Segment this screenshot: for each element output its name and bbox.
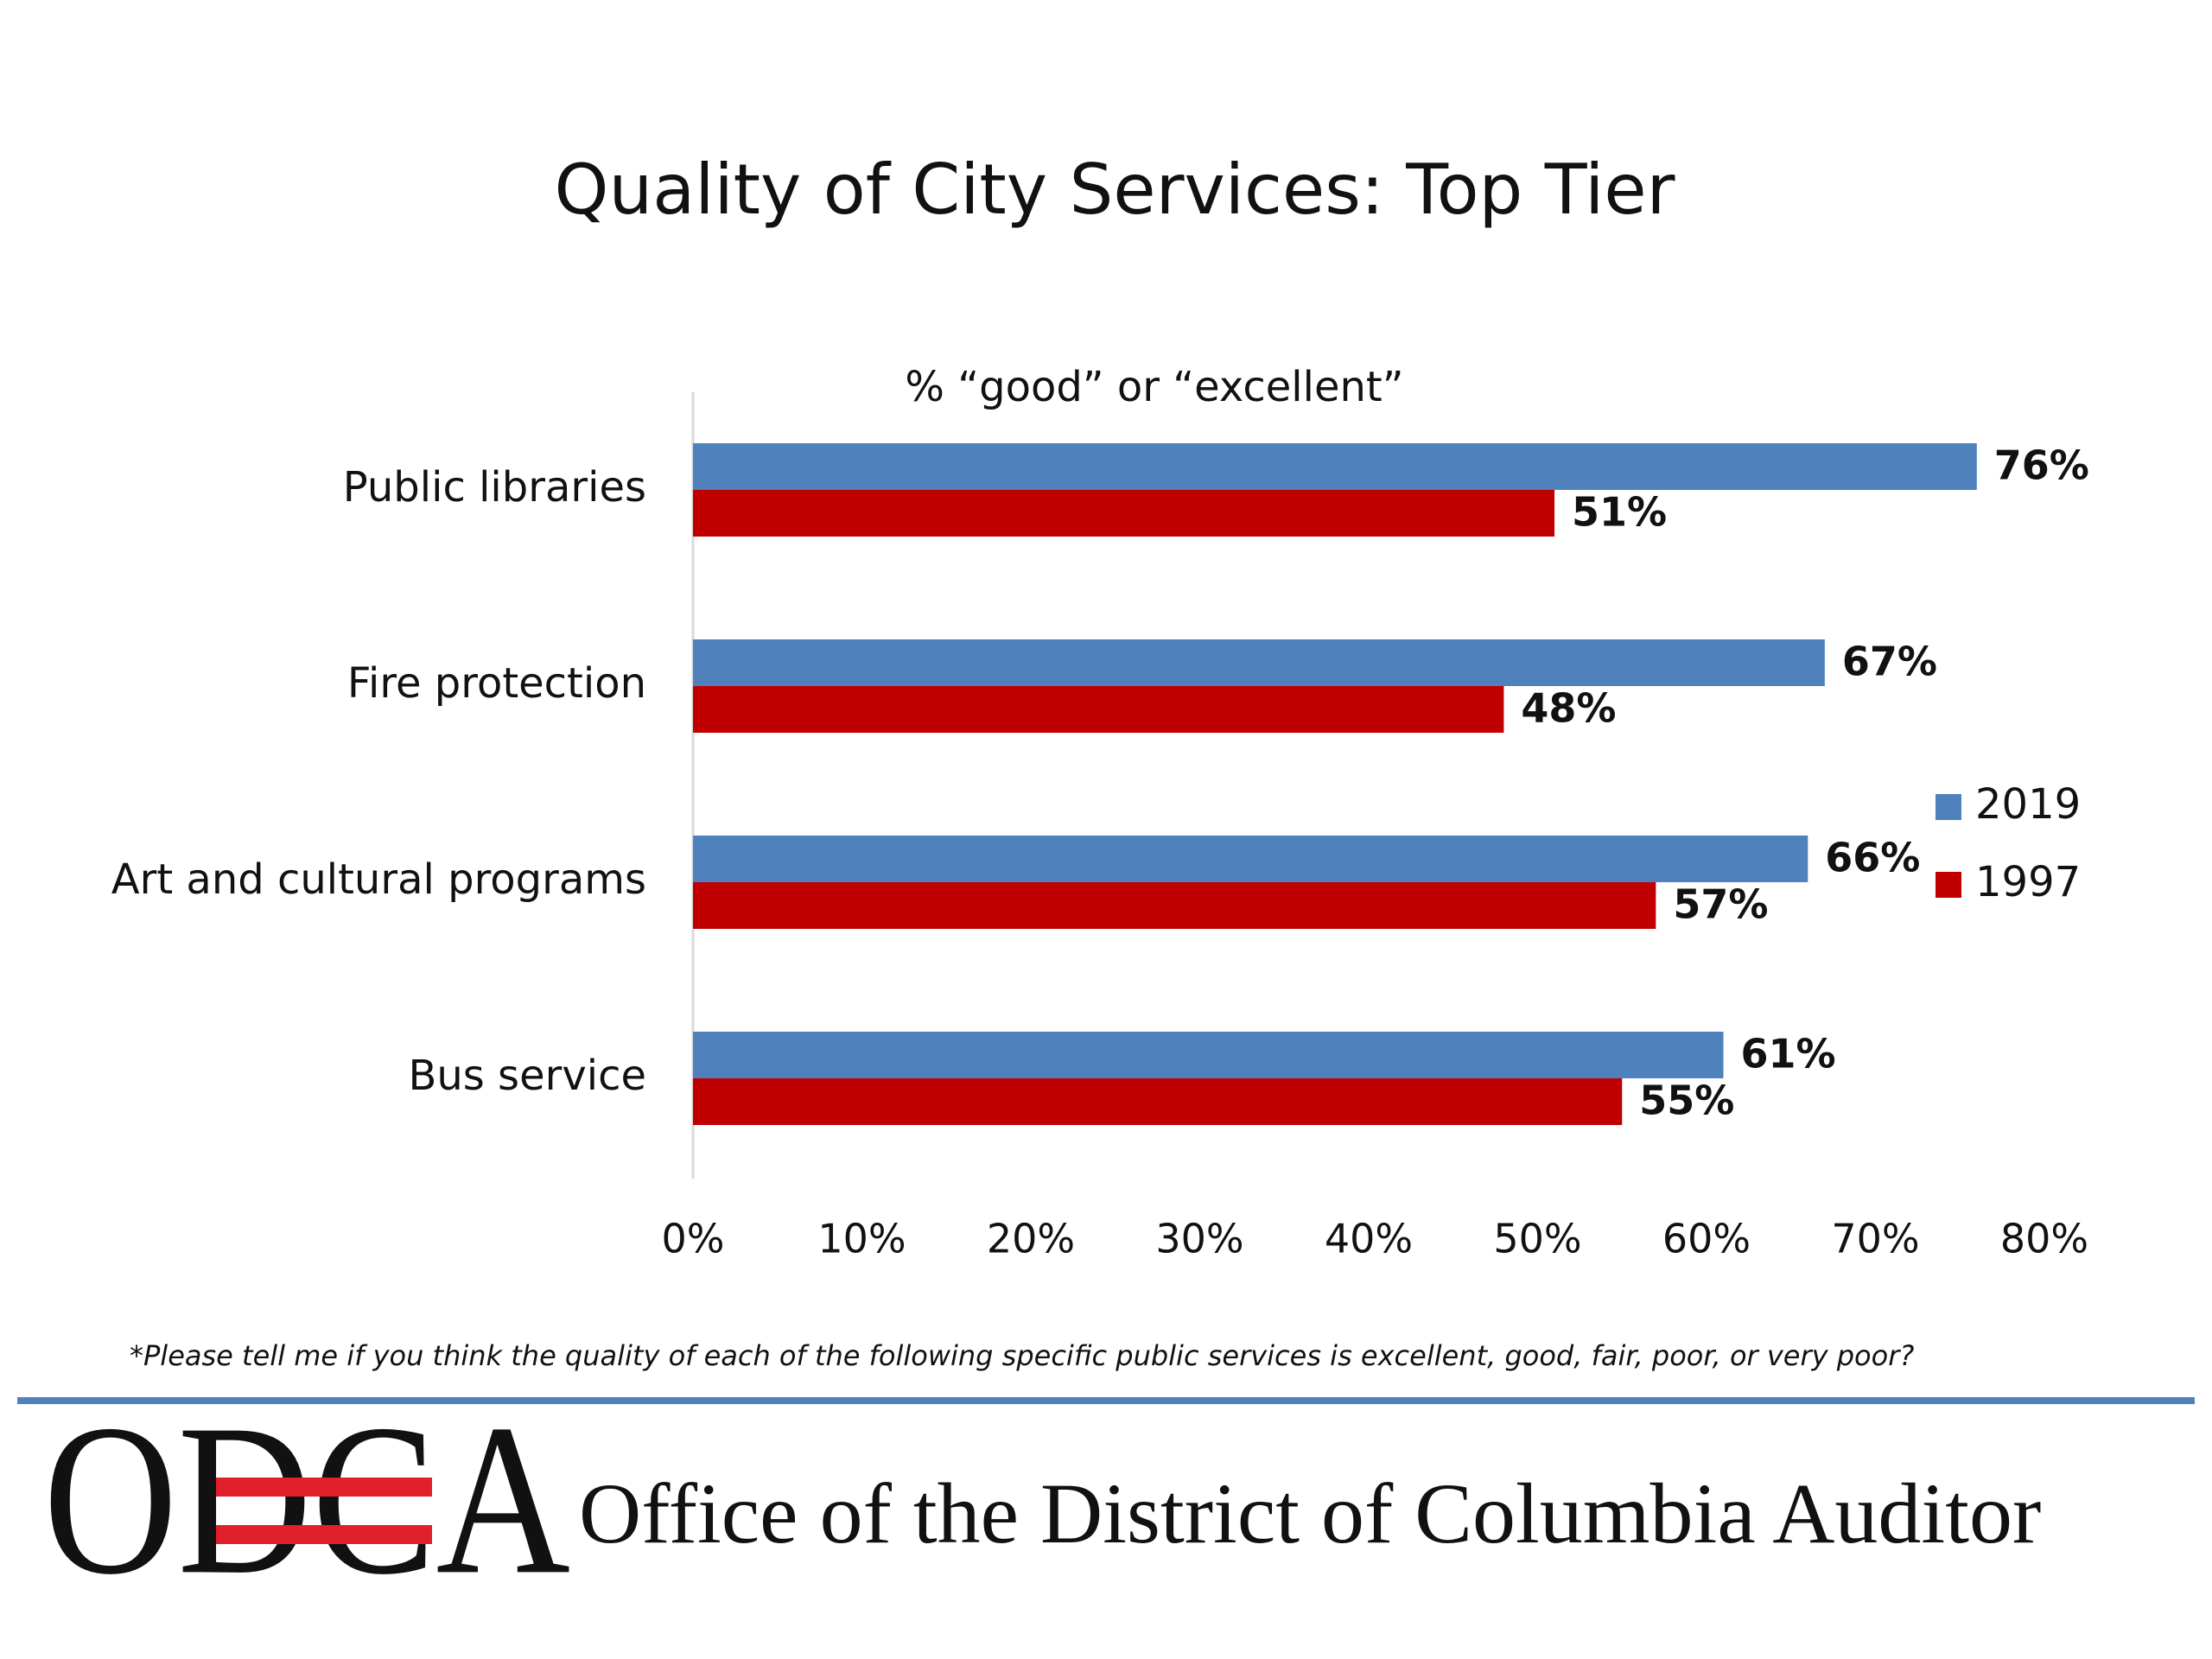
x-tick-label: 50% xyxy=(1493,1216,1581,1262)
bar xyxy=(693,836,1808,882)
bar xyxy=(693,882,1656,929)
logo: ODCA Office of the District of Columbia … xyxy=(43,1380,2041,1619)
bar xyxy=(693,686,1504,733)
bar xyxy=(693,1078,1623,1125)
legend-label: 2019 xyxy=(1975,780,2081,829)
chart-subtitle: % “good” or “excellent” xyxy=(905,363,1403,411)
logo-stripe xyxy=(216,1478,432,1497)
bar xyxy=(693,490,1555,537)
legend-swatch xyxy=(1936,794,1961,820)
category-label: Art and cultural programs xyxy=(111,855,646,904)
x-tick-label: 60% xyxy=(1662,1216,1751,1262)
value-label: 57% xyxy=(1673,881,1768,928)
value-label: 48% xyxy=(1521,685,1616,732)
value-label: 61% xyxy=(1741,1031,1836,1077)
legend-swatch xyxy=(1936,872,1961,898)
x-tick-label: 70% xyxy=(1831,1216,1919,1262)
value-label: 55% xyxy=(1639,1077,1734,1124)
x-tick-label: 80% xyxy=(2000,1216,2088,1262)
logo-stripe xyxy=(216,1525,432,1544)
bar xyxy=(693,1032,1724,1078)
value-label: 51% xyxy=(1572,489,1667,536)
x-tick-label: 20% xyxy=(987,1216,1075,1262)
logo-mark: ODCA xyxy=(43,1380,570,1619)
value-label: 76% xyxy=(1994,442,2089,489)
category-label: Public libraries xyxy=(343,463,646,512)
footnote: *Please tell me if you think the quality… xyxy=(130,1339,1914,1372)
bar xyxy=(693,639,1825,686)
logo-name: Office of the District of Columbia Audit… xyxy=(579,1465,2041,1561)
category-label: Fire protection xyxy=(347,659,646,708)
legend-label: 1997 xyxy=(1975,858,2081,906)
chart-title: Quality of City Services: Top Tier xyxy=(555,149,1675,230)
x-tick-label: 30% xyxy=(1155,1216,1243,1262)
x-tick-label: 40% xyxy=(1325,1216,1413,1262)
value-label: 67% xyxy=(1842,639,1937,685)
x-tick-label: 10% xyxy=(817,1216,906,1262)
x-tick-label: 0% xyxy=(662,1216,725,1262)
category-label: Bus service xyxy=(408,1052,646,1100)
value-label: 66% xyxy=(1825,835,1920,881)
bar xyxy=(693,443,1977,490)
divider xyxy=(17,1397,2195,1404)
